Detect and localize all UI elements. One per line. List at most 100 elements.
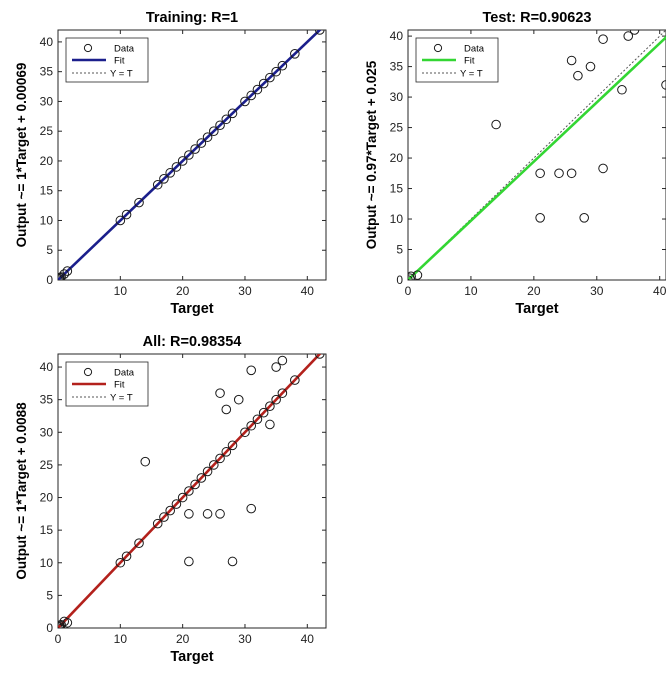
data-point bbox=[271, 362, 281, 372]
data-point bbox=[152, 179, 163, 190]
x-tick-label: 0 bbox=[405, 284, 412, 298]
data-point bbox=[184, 150, 194, 160]
data-point bbox=[314, 30, 325, 35]
data-point bbox=[585, 61, 596, 72]
y-tick-label: 0 bbox=[46, 621, 53, 635]
y-tick-label: 25 bbox=[40, 124, 54, 138]
data-point bbox=[617, 84, 627, 95]
panel-training: 10 20 30 40 0 5 10 15 20 25 30 35 40 Training: R=1 Tar… bbox=[14, 10, 327, 317]
data-point bbox=[277, 60, 288, 71]
x-tick-label: 20 bbox=[176, 632, 190, 646]
data-point bbox=[314, 354, 325, 359]
data-point bbox=[171, 162, 182, 172]
y-tick-label: 25 bbox=[390, 121, 404, 135]
x-tick-label: 10 bbox=[464, 284, 478, 298]
data-point bbox=[165, 168, 175, 178]
legend-label-fit: Fit bbox=[114, 380, 125, 391]
x-tick-label: 40 bbox=[301, 632, 315, 646]
data-point bbox=[121, 551, 132, 562]
data-point bbox=[177, 156, 188, 166]
data-point bbox=[227, 108, 238, 119]
data-point bbox=[271, 394, 281, 405]
y-tick-label: 30 bbox=[390, 90, 404, 104]
y-tick-label: 10 bbox=[40, 556, 54, 570]
data-point bbox=[215, 388, 225, 398]
legend-label-identity: Y = T bbox=[110, 69, 133, 80]
data-point bbox=[196, 138, 207, 148]
x-tick-label: 30 bbox=[590, 284, 604, 298]
x-axis-label: Target bbox=[515, 301, 558, 317]
data-point bbox=[412, 270, 423, 280]
data-point bbox=[290, 49, 300, 59]
legend-data-marker bbox=[83, 367, 93, 377]
x-tick-label: 30 bbox=[238, 632, 252, 646]
data-point bbox=[265, 401, 275, 411]
data-point bbox=[171, 499, 182, 509]
data-point bbox=[246, 90, 257, 101]
data-point bbox=[196, 473, 207, 483]
y-tick-label: 40 bbox=[40, 360, 54, 374]
y-tick-label: 0 bbox=[396, 273, 403, 287]
data-point bbox=[177, 492, 188, 503]
x-axis-label: Target bbox=[170, 649, 213, 665]
data-point bbox=[233, 394, 244, 405]
chart-title: Training: R=1 bbox=[146, 10, 238, 26]
data-point bbox=[165, 505, 175, 516]
data-point bbox=[58, 274, 65, 280]
data-point bbox=[121, 209, 132, 220]
y-axis-label: Output ~= 1*Target + 0.00069 bbox=[14, 63, 29, 248]
data-point bbox=[265, 419, 275, 430]
data-point bbox=[246, 420, 257, 431]
y-tick-label: 20 bbox=[40, 491, 54, 505]
y-tick-label: 15 bbox=[40, 184, 54, 198]
data-point bbox=[140, 456, 151, 467]
data-point bbox=[215, 453, 225, 464]
data-point bbox=[190, 479, 200, 490]
y-tick-label: 0 bbox=[46, 273, 53, 287]
fit-line bbox=[408, 35, 666, 280]
data-point bbox=[62, 617, 73, 628]
data-point bbox=[202, 466, 213, 477]
data-point bbox=[184, 556, 194, 567]
y-tick-label: 25 bbox=[40, 458, 54, 472]
x-tick-label: 0 bbox=[55, 632, 62, 646]
x-tick-label: 10 bbox=[114, 284, 128, 298]
data-point bbox=[209, 460, 219, 470]
x-tick-label: 40 bbox=[653, 284, 666, 298]
data-point bbox=[258, 78, 269, 89]
y-tick-label: 5 bbox=[46, 588, 53, 602]
legend-label-identity: Y = T bbox=[460, 69, 483, 80]
data-point bbox=[221, 404, 232, 415]
x-tick-label: 20 bbox=[527, 284, 541, 298]
data-point bbox=[271, 66, 281, 77]
data-point bbox=[58, 272, 66, 280]
data-point bbox=[554, 168, 564, 179]
legend-label-fit: Fit bbox=[114, 56, 125, 67]
data-point bbox=[408, 271, 416, 280]
y-tick-label: 30 bbox=[40, 425, 54, 439]
y-tick-label: 20 bbox=[390, 151, 404, 165]
y-tick-label: 35 bbox=[40, 393, 54, 407]
x-axis-label: Target bbox=[170, 301, 213, 317]
data-point bbox=[58, 275, 63, 280]
legend-data-marker bbox=[83, 43, 93, 53]
x-tick-label: 10 bbox=[114, 632, 128, 646]
data-point bbox=[240, 427, 250, 438]
data-point bbox=[62, 266, 73, 276]
data-point bbox=[240, 96, 250, 107]
data-point bbox=[184, 486, 194, 496]
plot-content bbox=[58, 30, 325, 280]
y-tick-label: 10 bbox=[390, 212, 404, 226]
data-point bbox=[277, 355, 288, 366]
data-point bbox=[535, 168, 545, 179]
y-axis-label: Output ~= 0.97*Target + 0.025 bbox=[364, 60, 379, 249]
data-point bbox=[59, 269, 70, 279]
data-point bbox=[58, 619, 66, 628]
y-tick-label: 35 bbox=[40, 65, 54, 79]
panel-test: 0 10 20 30 40 0 5 10 15 20 25 30 35 40 Test: R=0.90623… bbox=[364, 10, 666, 317]
legend-label-fit: Fit bbox=[464, 56, 475, 67]
data-point bbox=[215, 120, 225, 131]
panel-all: 0 10 20 30 40 0 5 10 15 20 25 30 35 40 All: R=0.98354 T… bbox=[14, 334, 327, 665]
